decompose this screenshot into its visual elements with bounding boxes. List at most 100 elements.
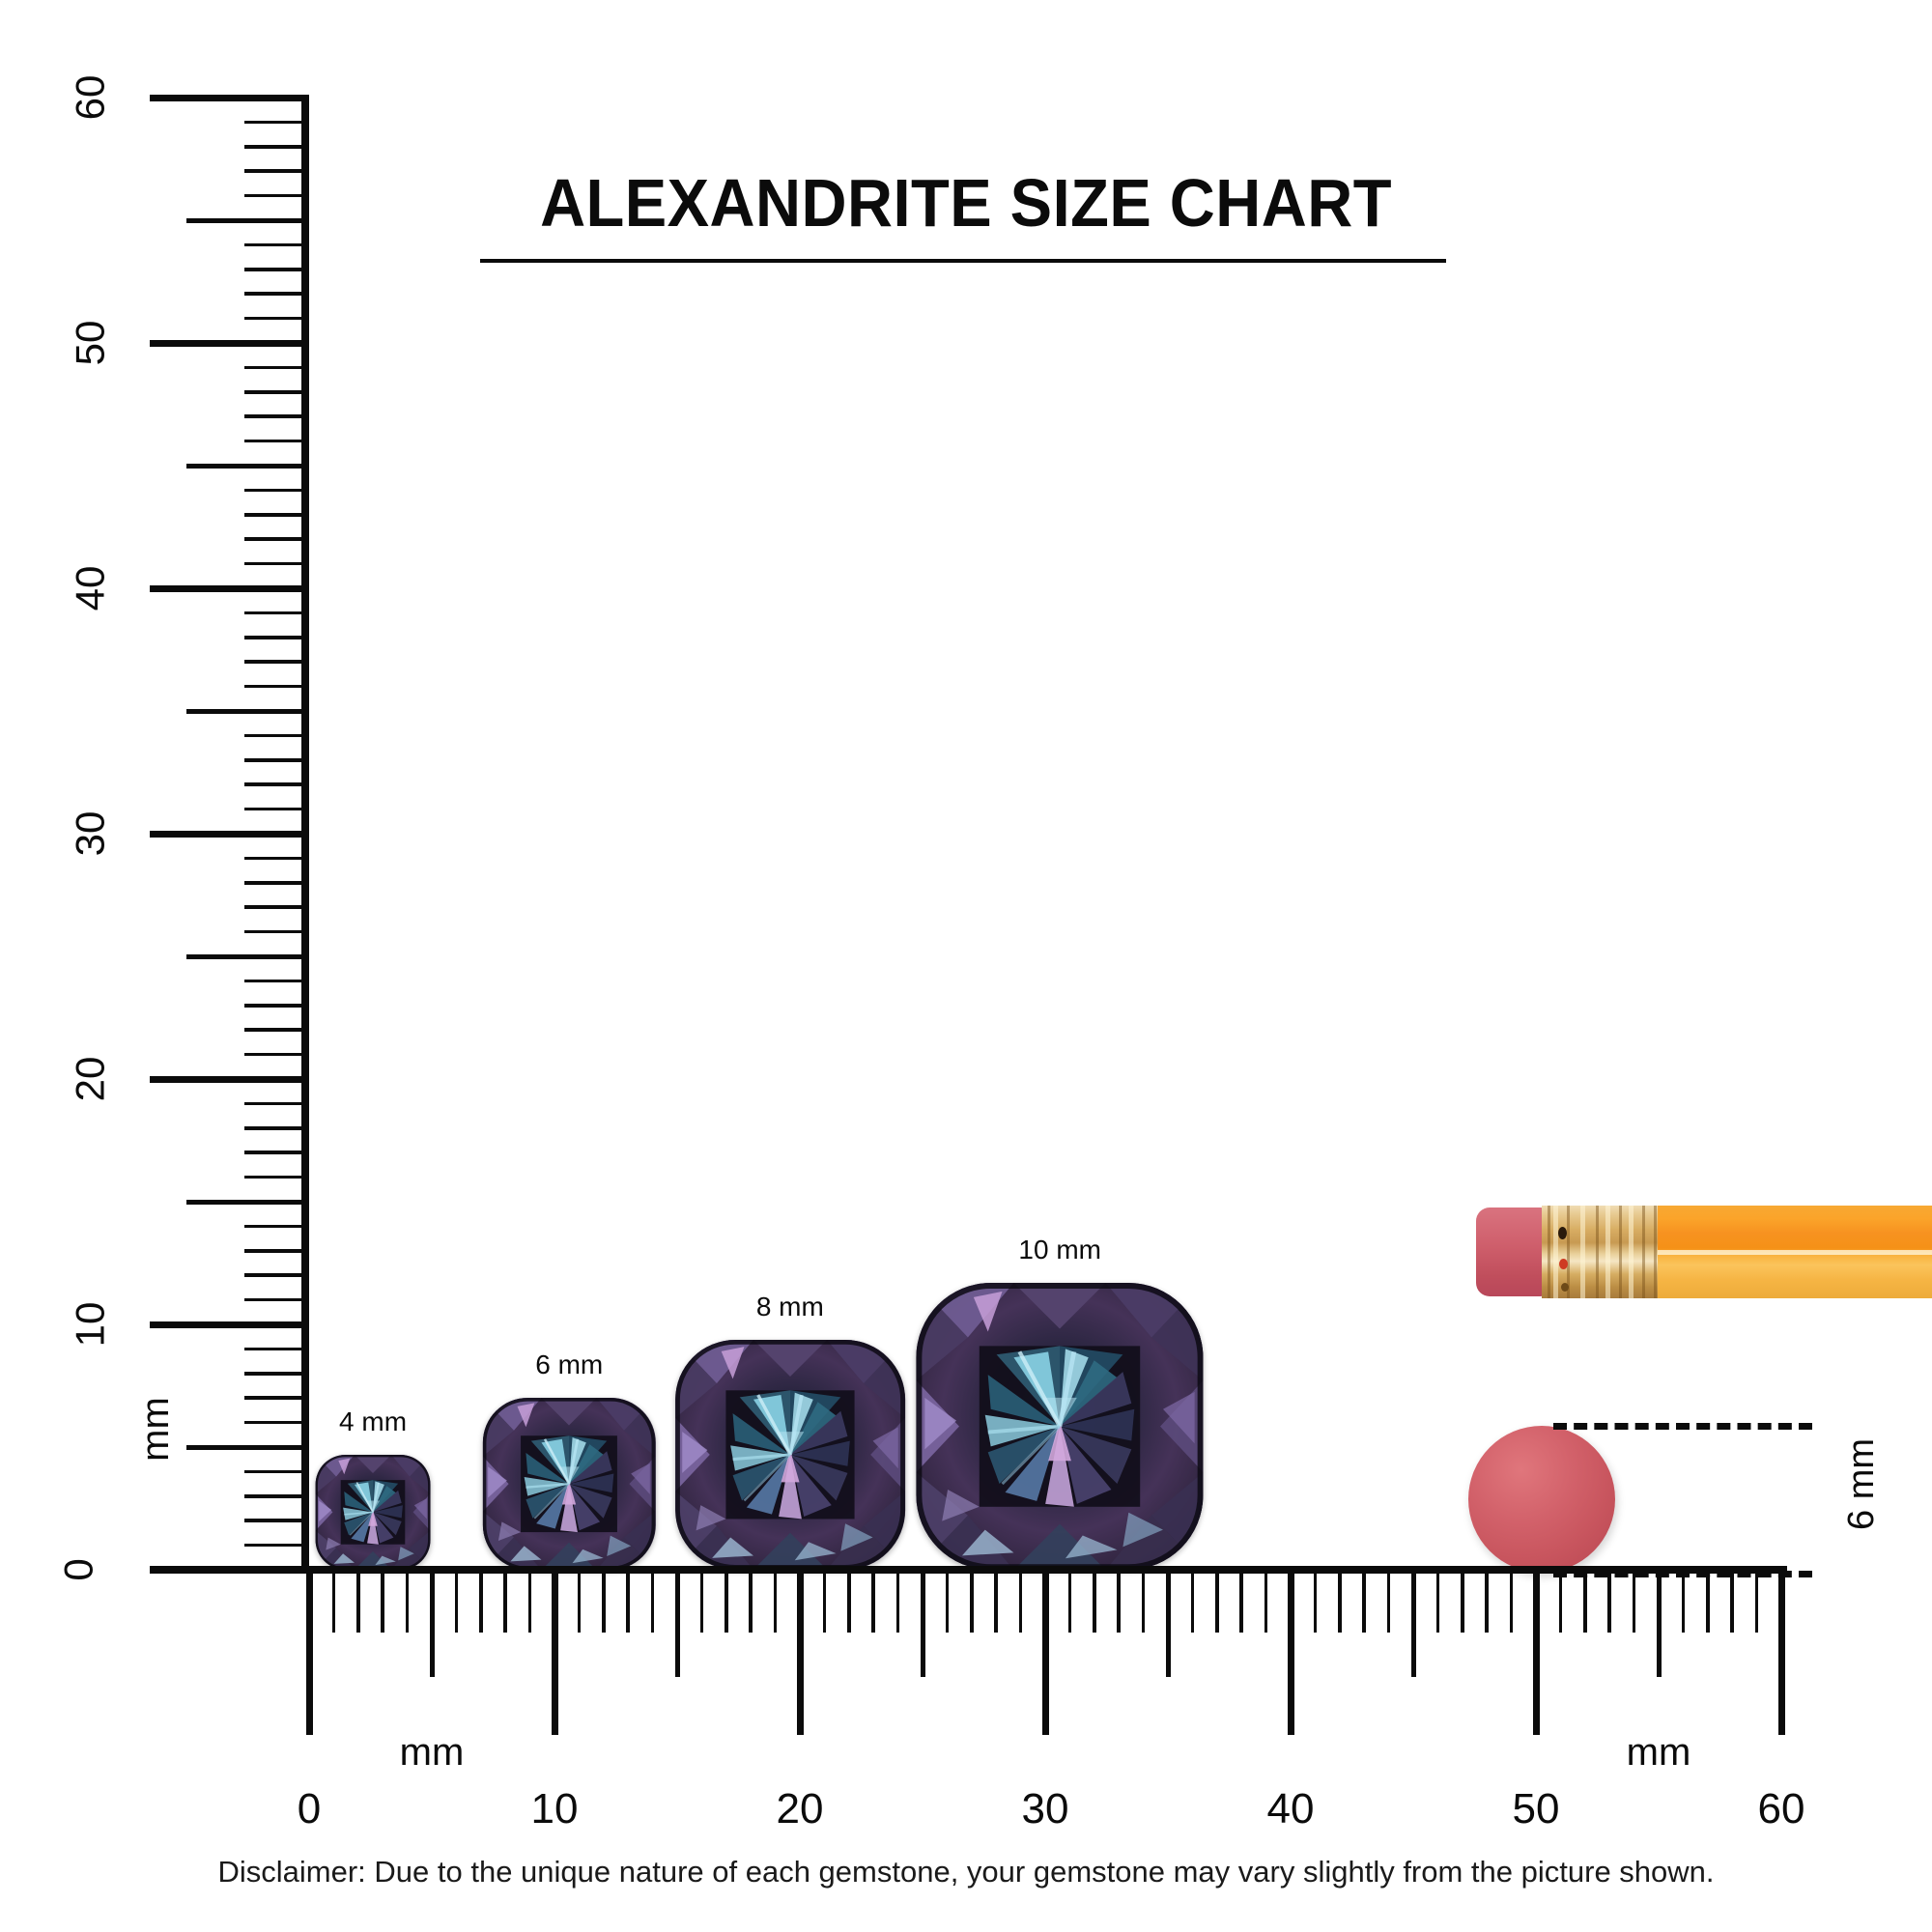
horizontal-tick-minor <box>970 1573 974 1633</box>
horizontal-tick-minor <box>724 1573 728 1633</box>
vertical-tick-minor <box>244 268 309 271</box>
horizontal-tick-minor <box>1338 1573 1342 1633</box>
vertical-tick-minor <box>244 488 309 493</box>
horizontal-ruler-number: 40 <box>1266 1785 1315 1833</box>
vertical-tick-minor <box>244 1372 309 1376</box>
vertical-ruler-number: 10 <box>67 1301 113 1348</box>
vertical-tick-minor <box>244 316 309 321</box>
horizontal-tick-minor <box>1190 1573 1195 1633</box>
vertical-tick-minor <box>244 513 309 517</box>
horizontal-tick-minor <box>527 1573 532 1633</box>
gemstone-size-label-6mm: 6 mm <box>535 1349 604 1379</box>
gemstone-group-4mm: 4 mm <box>315 1403 431 1570</box>
horizontal-tick-minor <box>405 1573 410 1633</box>
page-title: ALEXANDRITE SIZE CHART <box>540 165 1392 241</box>
horizontal-ruler-number: 30 <box>1021 1785 1069 1833</box>
gem-facets <box>916 1282 1204 1570</box>
gemstone-size-label-4mm: 4 mm <box>339 1406 408 1437</box>
horizontal-tick-minor <box>1067 1573 1072 1633</box>
vertical-ruler-unit-label: mm <box>133 1396 177 1462</box>
horizontal-tick-major <box>796 1573 804 1735</box>
vertical-tick-minor <box>244 193 309 198</box>
horizontal-tick-minor <box>1435 1573 1440 1633</box>
horizontal-tick-mid <box>674 1573 680 1677</box>
pencil-graphic <box>1476 1206 1932 1298</box>
vertical-tick-minor <box>244 1420 309 1425</box>
horizontal-tick-major <box>551 1573 558 1735</box>
vertical-tick-minor <box>244 1101 309 1106</box>
horizontal-tick-minor <box>945 1573 950 1633</box>
horizontal-tick-minor <box>1386 1573 1391 1633</box>
horizontal-tick-minor <box>454 1573 459 1633</box>
vertical-tick-minor <box>244 758 309 762</box>
vertical-tick-minor <box>244 684 309 689</box>
gemstone-4mm[interactable] <box>315 1455 431 1570</box>
gemstone-6mm[interactable] <box>483 1397 656 1570</box>
horizontal-ruler-unit-label-left: mm <box>399 1731 465 1774</box>
horizontal-ruler-unit-label-right: mm <box>1626 1731 1691 1774</box>
vertical-tick-minor <box>244 1519 309 1522</box>
vertical-tick-minor <box>244 1175 309 1179</box>
vertical-tick-mid <box>186 217 309 223</box>
pencil-ferrule <box>1542 1206 1660 1298</box>
horizontal-tick-minor <box>356 1573 360 1633</box>
horizontal-tick-minor <box>1558 1573 1563 1633</box>
horizontal-tick-minor <box>1239 1573 1243 1633</box>
horizontal-tick-minor <box>822 1573 827 1633</box>
gemstone-group-8mm: 8 mm <box>674 1288 905 1570</box>
vertical-tick-minor <box>244 1052 309 1057</box>
vertical-tick-mid <box>186 1444 309 1450</box>
horizontal-tick-minor <box>699 1573 704 1633</box>
vertical-tick-minor <box>244 537 309 541</box>
horizontal-tick-minor <box>1632 1573 1636 1633</box>
horizontal-tick-minor <box>381 1573 384 1633</box>
vertical-tick-minor <box>244 1297 309 1302</box>
horizontal-ruler-spine <box>309 1566 1787 1574</box>
horizontal-tick-minor <box>1018 1573 1023 1633</box>
gemstone-size-label-10mm: 10 mm <box>1018 1234 1102 1264</box>
horizontal-ruler: 0 10 20 30 40 50 60 mm mm <box>0 1565 1932 1833</box>
vertical-tick-minor <box>244 636 309 639</box>
vertical-tick-minor <box>244 660 309 664</box>
horizontal-tick-minor <box>1730 1573 1734 1633</box>
vertical-tick-minor <box>244 561 309 566</box>
gemstone-10mm[interactable] <box>916 1282 1204 1570</box>
title-underline <box>480 259 1446 263</box>
vertical-tick-major <box>150 94 309 101</box>
eraser-dimension-line-top <box>1553 1423 1812 1430</box>
horizontal-tick-major <box>1777 1573 1785 1735</box>
gemstone-8mm[interactable] <box>674 1340 905 1570</box>
vertical-tick-minor <box>244 856 309 861</box>
vertical-tick-minor <box>244 1494 309 1498</box>
page-title-wrap: ALEXANDRITE SIZE CHART <box>483 169 1449 237</box>
horizontal-tick-mid <box>920 1573 925 1677</box>
vertical-tick-minor <box>244 145 309 149</box>
vertical-tick-minor <box>244 881 309 885</box>
vertical-ruler-number: 50 <box>67 320 113 366</box>
horizontal-tick-mid <box>1165 1573 1171 1677</box>
vertical-tick-minor <box>244 120 309 125</box>
vertical-tick-minor <box>244 929 309 934</box>
horizontal-tick-minor <box>1754 1573 1759 1633</box>
horizontal-tick-minor <box>1313 1573 1318 1633</box>
horizontal-tick-minor <box>1264 1573 1268 1633</box>
vertical-tick-major <box>150 1075 309 1083</box>
horizontal-tick-minor <box>1509 1573 1514 1633</box>
gemstone-group-6mm: 6 mm <box>483 1346 656 1570</box>
vertical-tick-major <box>150 584 309 592</box>
horizontal-ruler-number: 0 <box>297 1785 322 1833</box>
horizontal-tick-major <box>1287 1573 1294 1735</box>
pencil-eraser-tip <box>1476 1208 1546 1296</box>
horizontal-tick-major <box>305 1573 313 1735</box>
vertical-tick-minor <box>244 1151 309 1154</box>
vertical-tick-minor <box>244 782 309 786</box>
vertical-tick-minor <box>244 979 309 983</box>
vertical-tick-minor <box>244 390 309 394</box>
vertical-tick-minor <box>244 169 309 173</box>
vertical-tick-minor <box>244 611 309 615</box>
vertical-tick-minor <box>244 1004 309 1008</box>
vertical-tick-minor <box>244 807 309 811</box>
horizontal-ruler-number: 20 <box>776 1785 824 1833</box>
horizontal-tick-mid <box>1410 1573 1416 1677</box>
horizontal-tick-minor <box>1117 1573 1121 1633</box>
